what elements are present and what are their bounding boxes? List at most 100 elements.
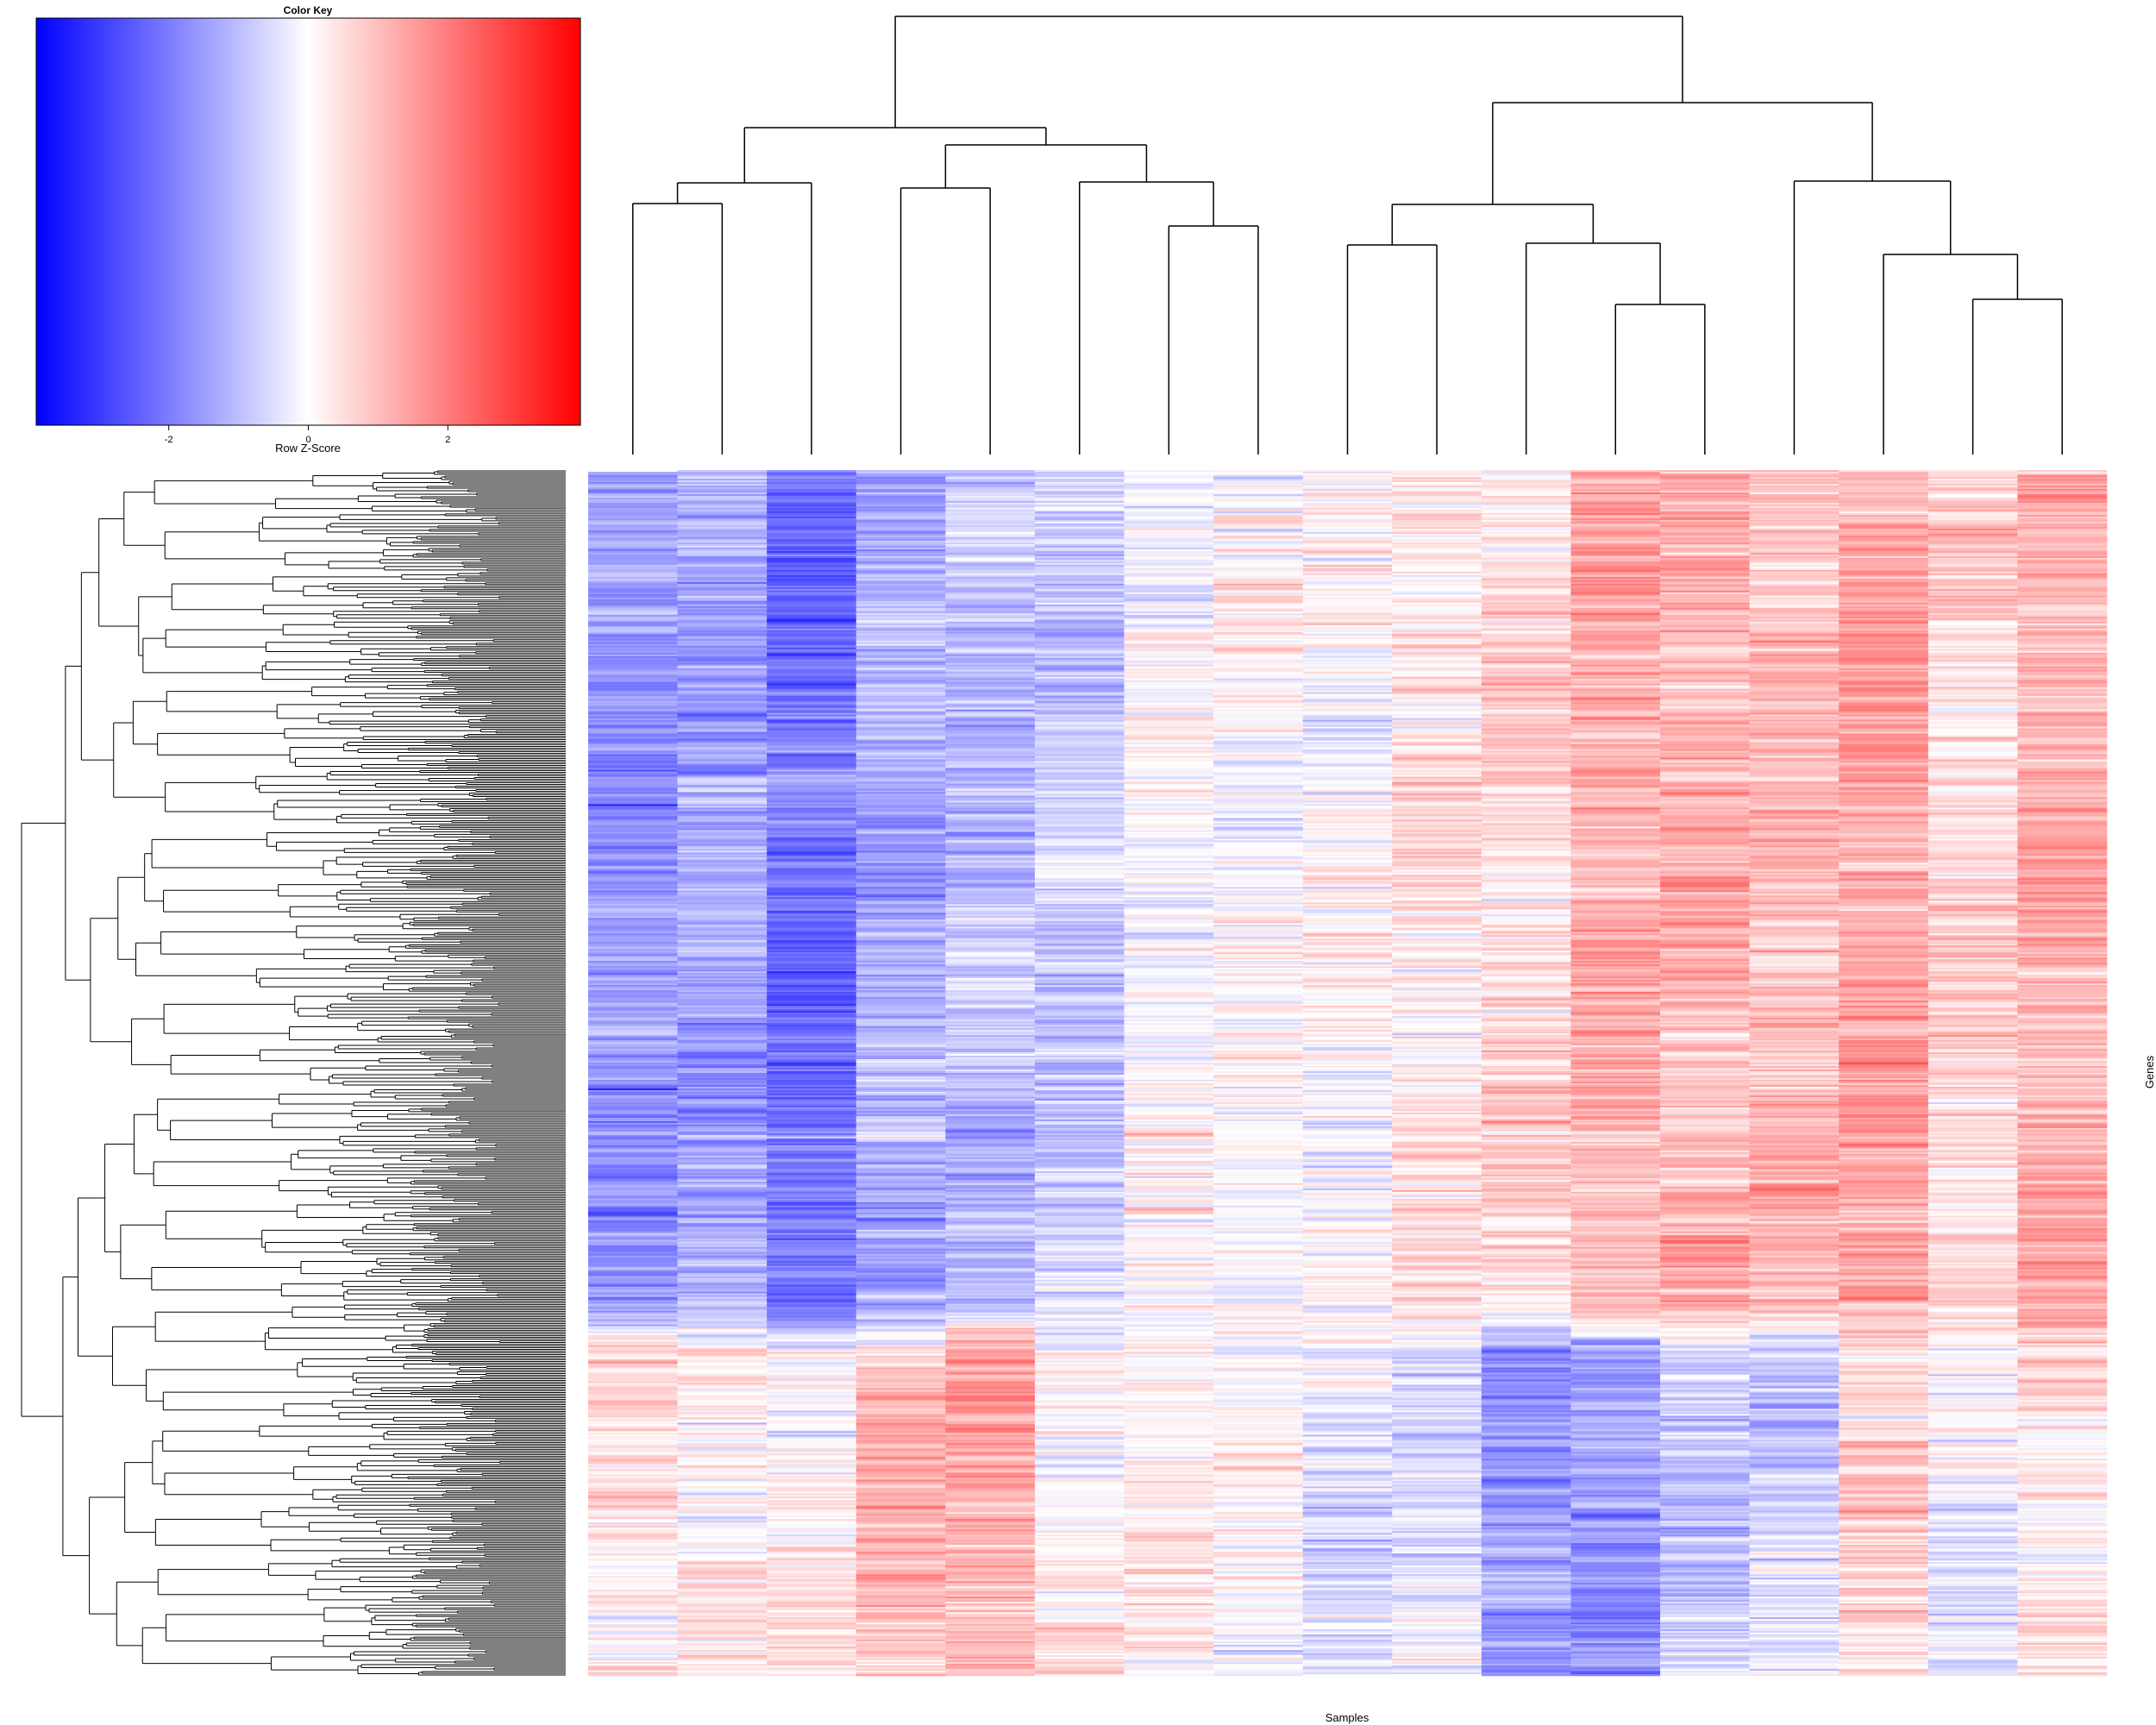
heatmap-cell <box>945 1669 1036 1672</box>
heatmap-cell <box>767 1257 857 1259</box>
heatmap-cell <box>1034 1117 1125 1120</box>
heatmap-cell <box>1124 1472 1214 1475</box>
heatmap-cell <box>677 1222 768 1226</box>
heatmap-cell <box>677 1336 768 1339</box>
heatmap-cell <box>677 1491 768 1494</box>
heatmap-cell <box>945 999 1036 1001</box>
heatmap-cell <box>767 593 857 597</box>
heatmap-cell <box>1034 1395 1125 1397</box>
heatmap-cell <box>588 1636 678 1639</box>
heatmap-cell <box>1034 840 1125 843</box>
heatmap-cell <box>945 1145 1036 1148</box>
heatmap-cell <box>1124 1243 1214 1246</box>
heatmap-cell <box>677 1483 768 1485</box>
heatmap-cell <box>1124 630 1214 633</box>
heatmap-cell <box>945 847 1036 850</box>
heatmap-cell <box>767 597 857 600</box>
heatmap-cell <box>588 1467 678 1470</box>
heatmap-cell <box>767 780 857 782</box>
heatmap-cell <box>588 861 678 863</box>
heatmap-cell <box>588 1035 678 1038</box>
heatmap-cell <box>945 1157 1036 1160</box>
heatmap-cell <box>945 607 1036 611</box>
heatmap-cell <box>945 1189 1036 1193</box>
heatmap-cell <box>588 549 678 552</box>
heatmap-cell <box>1034 1541 1125 1544</box>
heatmap-cells <box>588 470 2108 1677</box>
heatmap-cell <box>677 1267 768 1270</box>
heatmap-cell <box>1124 526 1214 530</box>
heatmap-cell <box>677 1645 768 1647</box>
heatmap-cell <box>767 1250 857 1253</box>
heatmap-cell <box>1034 1255 1125 1258</box>
heatmap-cell <box>856 1193 946 1196</box>
heatmap-cell <box>588 1241 678 1245</box>
heatmap-cell <box>856 1238 946 1241</box>
heatmap-cell <box>767 1440 857 1442</box>
heatmap-cell <box>1034 1119 1125 1122</box>
heatmap-cell <box>856 1000 946 1003</box>
heatmap-cell <box>945 1336 1036 1339</box>
heatmap-cell <box>945 1339 1036 1342</box>
heatmap-cell <box>856 538 946 542</box>
heatmap-cell <box>588 961 678 963</box>
heatmap-cell <box>945 1184 1036 1188</box>
heatmap-cell <box>945 1075 1036 1077</box>
heatmap-cell <box>1124 623 1214 626</box>
heatmap-cell <box>945 730 1036 732</box>
heatmap-cell <box>1034 571 1125 574</box>
heatmap-cell <box>1213 547 1304 550</box>
heatmap-cell <box>1124 1405 1214 1408</box>
heatmap-cell <box>677 1040 768 1043</box>
heatmap-cell <box>856 925 946 927</box>
heatmap-cell <box>677 574 768 578</box>
heatmap-cell <box>588 583 678 586</box>
heatmap-cell <box>1213 478 1304 481</box>
heatmap-cell <box>767 1527 857 1530</box>
heatmap-cell <box>1213 595 1304 599</box>
heatmap-cell <box>588 1619 678 1622</box>
heatmap-cell <box>588 787 678 789</box>
heatmap-cell <box>1124 581 1214 585</box>
heatmap-cell <box>677 1515 768 1518</box>
heatmap-cell <box>588 1422 678 1425</box>
heatmap-cell <box>856 619 946 623</box>
heatmap-cell <box>945 837 1036 839</box>
color-key-title: Color Key <box>284 4 333 16</box>
heatmap-cell <box>856 750 946 753</box>
heatmap-cell <box>677 794 768 796</box>
heatmap-cell <box>588 1021 678 1024</box>
heatmap-cell <box>945 1169 1036 1172</box>
heatmap-cell <box>588 1112 678 1115</box>
heatmap-cell <box>1034 1369 1125 1371</box>
heatmap-cell <box>588 1009 678 1012</box>
heatmap-cell <box>767 1659 857 1661</box>
heatmap-cell <box>1034 1414 1125 1416</box>
heatmap-cell <box>588 626 678 630</box>
heatmap-cell <box>856 1174 946 1177</box>
heatmap-cell <box>1124 1038 1214 1041</box>
heatmap-cell <box>945 1486 1036 1489</box>
heatmap-cell <box>1124 1364 1214 1366</box>
heatmap-cell <box>1124 1068 1214 1070</box>
heatmap-cell <box>1124 743 1214 746</box>
heatmap-cell <box>856 930 946 932</box>
heatmap-cell <box>1124 1355 1214 1358</box>
heatmap-cell <box>1034 995 1125 998</box>
heatmap-cell <box>1124 1555 1214 1558</box>
heatmap-cell <box>1124 1132 1214 1136</box>
heatmap-cell <box>945 778 1036 781</box>
heatmap-cell <box>1124 994 1214 996</box>
heatmap-cell <box>945 1469 1036 1471</box>
heatmap-cell <box>767 718 857 720</box>
heatmap-cell <box>1213 514 1304 518</box>
heatmap-cell <box>945 894 1036 896</box>
heatmap-cell <box>767 1004 857 1007</box>
heatmap-cell <box>856 752 946 755</box>
heatmap-cell <box>588 788 678 791</box>
heatmap-cell <box>856 1095 946 1098</box>
heatmap-cell <box>945 1257 1036 1259</box>
heatmap-cell <box>945 1286 1036 1289</box>
heatmap-cell <box>945 1205 1036 1208</box>
heatmap-cell <box>945 764 1036 767</box>
